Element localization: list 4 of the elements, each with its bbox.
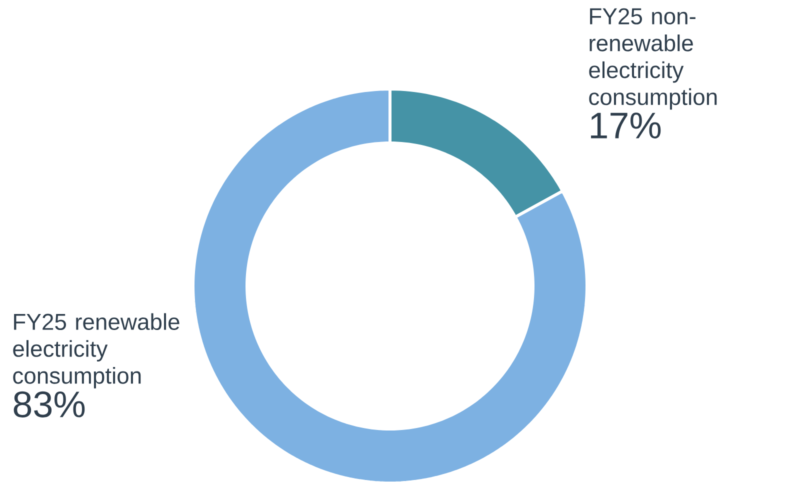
slice-label: FY25 non-renewable electricity consumption xyxy=(589,8,717,110)
slice-label: FY25 renewable electricity consumption xyxy=(13,313,180,388)
data-label: 17% xyxy=(591,112,661,138)
data-label: 83% xyxy=(14,391,85,418)
